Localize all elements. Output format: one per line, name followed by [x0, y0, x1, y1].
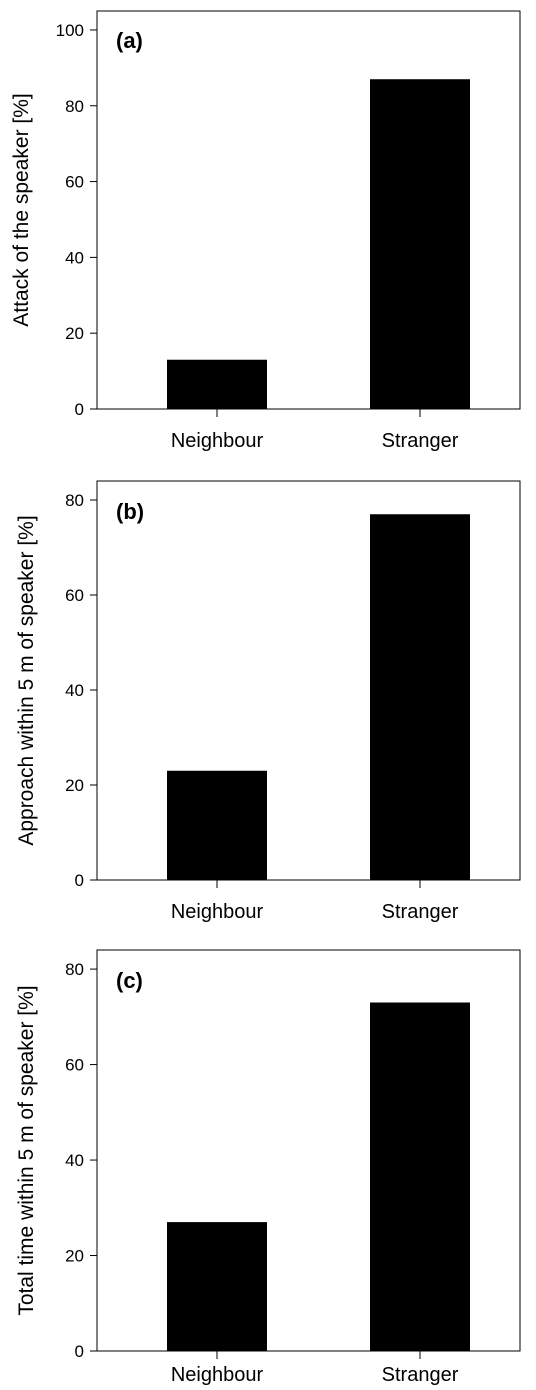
chart-panel-3: 0 20 40 60 80 Neighbour Stranger Total time wit… [15, 949, 521, 1386]
category-label: Neighbour [171, 1364, 264, 1386]
y-tick-label: 20 [65, 776, 84, 795]
chart-panel-2: 0 20 40 60 80 Neighbour Stranger Approach withi… [15, 480, 521, 923]
y-tick-label: 80 [65, 97, 84, 116]
y-tick-label: 40 [65, 1151, 84, 1170]
y-tick-label: 0 [75, 1342, 84, 1361]
panel-label: (b) [116, 499, 144, 524]
bar-neighbour [167, 1222, 267, 1351]
y-tick-label: 60 [65, 173, 84, 192]
y-axis-title: Approach within 5 m of speaker [%] [15, 515, 38, 845]
panel-label: (c) [116, 968, 143, 993]
y-tick-label: 60 [65, 1056, 84, 1075]
plot-frame [96, 10, 521, 410]
bar-neighbour [167, 770, 267, 880]
bar-stranger [370, 1002, 470, 1351]
panel-label: (a) [116, 28, 143, 53]
plot-frame [96, 480, 521, 881]
y-axis-title: Total time within 5 m of speaker [%] [15, 985, 38, 1315]
y-tick-label: 80 [65, 491, 84, 510]
y-axis-title: Attack of the speaker [%] [10, 93, 33, 326]
bar-stranger [370, 79, 470, 409]
bar-neighbour [167, 359, 267, 409]
y-tick-label: 0 [75, 400, 84, 419]
category-label: Stranger [382, 430, 459, 452]
y-tick-label: 100 [56, 21, 84, 40]
y-tick-label: 0 [75, 871, 84, 890]
y-tick-label: 80 [65, 960, 84, 979]
y-tick-label: 20 [65, 324, 84, 343]
category-label: Stranger [382, 1364, 459, 1386]
category-label: Stranger [382, 901, 459, 923]
y-tick-label: 60 [65, 586, 84, 605]
plot-frame [96, 949, 521, 1352]
y-tick-label: 20 [65, 1247, 84, 1266]
y-tick-label: 40 [65, 248, 84, 267]
y-tick-label: 40 [65, 681, 84, 700]
category-label: Neighbour [171, 901, 264, 923]
category-label: Neighbour [171, 430, 264, 452]
bar-stranger [370, 514, 470, 880]
chart-panel-1: 0 20 40 60 80 100 Neighbour Stranger Attack of t… [10, 10, 521, 452]
